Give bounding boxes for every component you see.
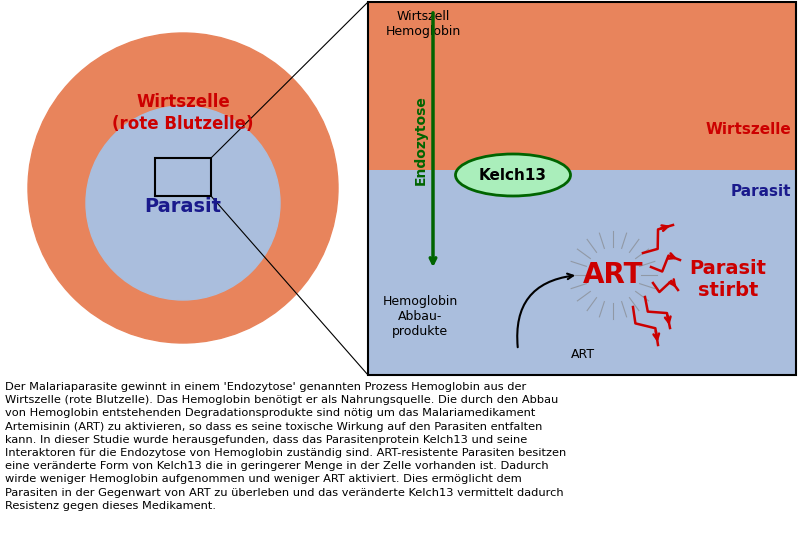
- Text: ART: ART: [582, 261, 643, 289]
- Text: Parasit
stirbt: Parasit stirbt: [690, 260, 766, 300]
- Text: Wirtszell
Hemoglobin: Wirtszell Hemoglobin: [386, 10, 461, 38]
- Bar: [155, 158, 211, 196]
- Text: Kelch13: Kelch13: [479, 167, 547, 182]
- Text: Parasit: Parasit: [730, 185, 791, 200]
- Bar: [368, 170, 796, 375]
- Circle shape: [86, 106, 280, 300]
- Text: ART: ART: [571, 349, 595, 361]
- Circle shape: [28, 33, 338, 343]
- Bar: [368, 2, 796, 170]
- Text: Wirtszelle
(rote Blutzelle): Wirtszelle (rote Blutzelle): [112, 93, 254, 133]
- Text: Endozytose: Endozytose: [414, 95, 428, 185]
- Text: Wirtszelle: Wirtszelle: [706, 122, 791, 137]
- Text: Hemoglobin
Abbau-
produkte: Hemoglobin Abbau- produkte: [382, 295, 458, 338]
- Text: Der Malariaparasite gewinnt in einem 'Endozytose' genannten Prozess Hemoglobin a: Der Malariaparasite gewinnt in einem 'En…: [5, 382, 566, 511]
- Bar: [368, 2, 796, 375]
- Text: Parasit: Parasit: [145, 196, 222, 216]
- Ellipse shape: [455, 154, 570, 196]
